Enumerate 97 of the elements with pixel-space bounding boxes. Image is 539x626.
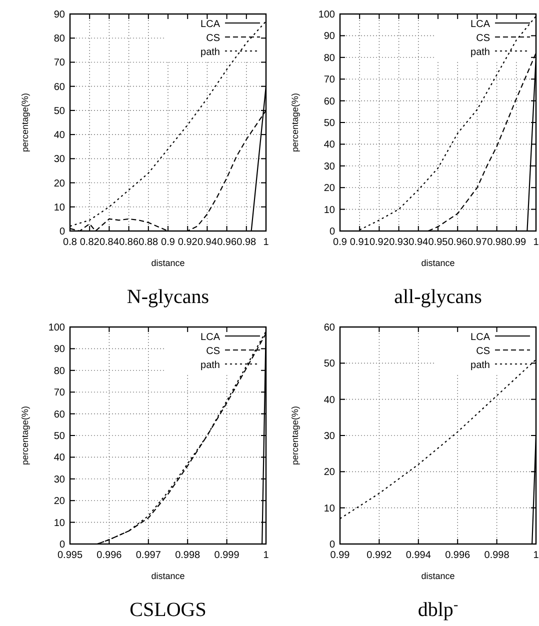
y-tick-label: 20 <box>54 496 66 508</box>
x-axis-title: distance <box>421 571 455 581</box>
x-tick-label: 0.88 <box>138 237 159 248</box>
y-tick-label: 30 <box>54 474 66 486</box>
y-axis-title: percentage(%) <box>290 92 300 152</box>
x-tick-label: 0.8 <box>63 237 78 248</box>
y-tick-label: 100 <box>318 10 336 20</box>
legend-label: LCA <box>470 19 490 30</box>
y-tick-label: 40 <box>54 452 66 464</box>
x-tick-label: 0.84 <box>99 237 120 248</box>
y-tick-label: 20 <box>324 183 336 194</box>
x-tick-label: 0.9 <box>333 237 348 248</box>
legend-label: LCA <box>200 19 220 30</box>
y-tick-label: 60 <box>54 409 66 420</box>
x-tick-label: 0.96 <box>217 237 237 248</box>
legend-label: CS <box>476 346 490 357</box>
y-tick-label: 80 <box>54 366 66 377</box>
y-tick-label: 40 <box>324 140 336 151</box>
y-tick-label: 70 <box>324 74 336 86</box>
text: all-glycans <box>394 286 482 308</box>
legend-label: CS <box>476 33 490 44</box>
y-tick-label: 10 <box>54 518 66 529</box>
legend-label: CS <box>206 346 220 357</box>
y-tick-label: 70 <box>54 388 66 399</box>
text: N-glycans <box>126 286 210 308</box>
legend-label: LCA <box>200 332 220 343</box>
x-tick-label: 0.95 <box>428 237 448 248</box>
y-tick-label: 50 <box>324 358 336 370</box>
x-tick-label: 0.99 <box>330 550 350 561</box>
y-tick-label: 40 <box>54 130 66 142</box>
text: dblp$^{-}$ <box>418 598 458 621</box>
x-tick-label: 0.994 <box>406 550 432 561</box>
y-tick-label: 50 <box>54 431 66 442</box>
x-tick-label: 0.99 <box>506 237 527 248</box>
legend-label: LCA <box>470 332 490 343</box>
x-tick-label: 0.999 <box>214 550 240 561</box>
y-tick-label: 90 <box>54 10 66 20</box>
y-tick-label: 30 <box>324 431 336 442</box>
x-axis-title: distance <box>421 258 455 268</box>
x-tick-label: 1 <box>533 550 539 561</box>
y-axis-title: percentage(%) <box>20 92 30 152</box>
x-tick-label: 0.94 <box>408 237 429 248</box>
x-tick-label: 0.9 <box>161 237 176 248</box>
y-tick-label: 10 <box>54 202 66 214</box>
y-axis-title: percentage(%) <box>290 406 300 466</box>
x-tick-label: 0.997 <box>136 550 162 561</box>
x-tick-label: 1 <box>533 237 539 248</box>
y-tick-label: 80 <box>54 34 66 45</box>
y-tick-label: 20 <box>54 178 66 190</box>
x-tick-label: 0.92 <box>178 237 198 248</box>
x-tick-label: 0.992 <box>366 550 392 561</box>
y-tick-label: 50 <box>324 118 336 129</box>
x-tick-label: 0.998 <box>484 550 510 561</box>
x-tick-label: 1 <box>263 550 270 561</box>
text: CSLOGS <box>130 599 206 621</box>
x-tick-label: 0.86 <box>119 237 139 248</box>
y-tick-label: 10 <box>324 503 336 514</box>
y-tick-label: 60 <box>324 322 336 334</box>
x-axis-title: distance <box>151 258 185 268</box>
y-tick-label: 90 <box>324 31 336 42</box>
y-tick-label: 20 <box>324 467 336 478</box>
x-tick-label: 0.996 <box>445 550 471 561</box>
y-tick-label: 40 <box>324 394 336 406</box>
legend-label: path <box>470 360 490 371</box>
x-tick-label: 1 <box>263 237 270 248</box>
y-tick-label: 90 <box>54 344 66 356</box>
x-tick-label: 0.98 <box>236 237 257 248</box>
y-tick-label: 100 <box>48 322 66 334</box>
x-tick-label: 0.98 <box>487 237 507 248</box>
y-tick-label: 60 <box>324 96 336 108</box>
y-tick-label: 0 <box>329 540 336 550</box>
y-axis-title: percentage(%) <box>20 406 30 466</box>
y-tick-label: 0 <box>59 540 66 550</box>
x-tick-label: 0.92 <box>369 237 390 248</box>
x-tick-label: 0.94 <box>197 237 218 248</box>
legend-label: CS <box>206 33 220 44</box>
y-tick-label: 70 <box>54 58 66 69</box>
x-tick-label: 0.998 <box>175 550 201 561</box>
x-axis-title: distance <box>151 571 185 581</box>
y-tick-label: 50 <box>54 106 66 117</box>
y-tick-label: 10 <box>324 204 336 216</box>
x-tick-label: 0.82 <box>80 237 100 248</box>
y-tick-label: 30 <box>324 161 336 172</box>
x-tick-label: 0.96 <box>448 237 468 248</box>
legend-label: path <box>200 47 220 58</box>
x-tick-label: 0.91 <box>350 237 370 248</box>
x-tick-label: 0.996 <box>96 550 122 561</box>
y-tick-label: 60 <box>54 82 66 93</box>
x-tick-label: 0.97 <box>467 237 488 248</box>
x-tick-label: 0.93 <box>389 237 409 248</box>
y-tick-label: 80 <box>324 52 336 64</box>
y-tick-label: 30 <box>54 154 66 166</box>
legend-label: path <box>200 360 220 371</box>
y-tick-label: 0 <box>329 226 336 238</box>
y-tick-label: 0 <box>59 226 66 238</box>
x-tick-label: 0.995 <box>57 550 83 561</box>
legend-label: path <box>470 47 490 58</box>
